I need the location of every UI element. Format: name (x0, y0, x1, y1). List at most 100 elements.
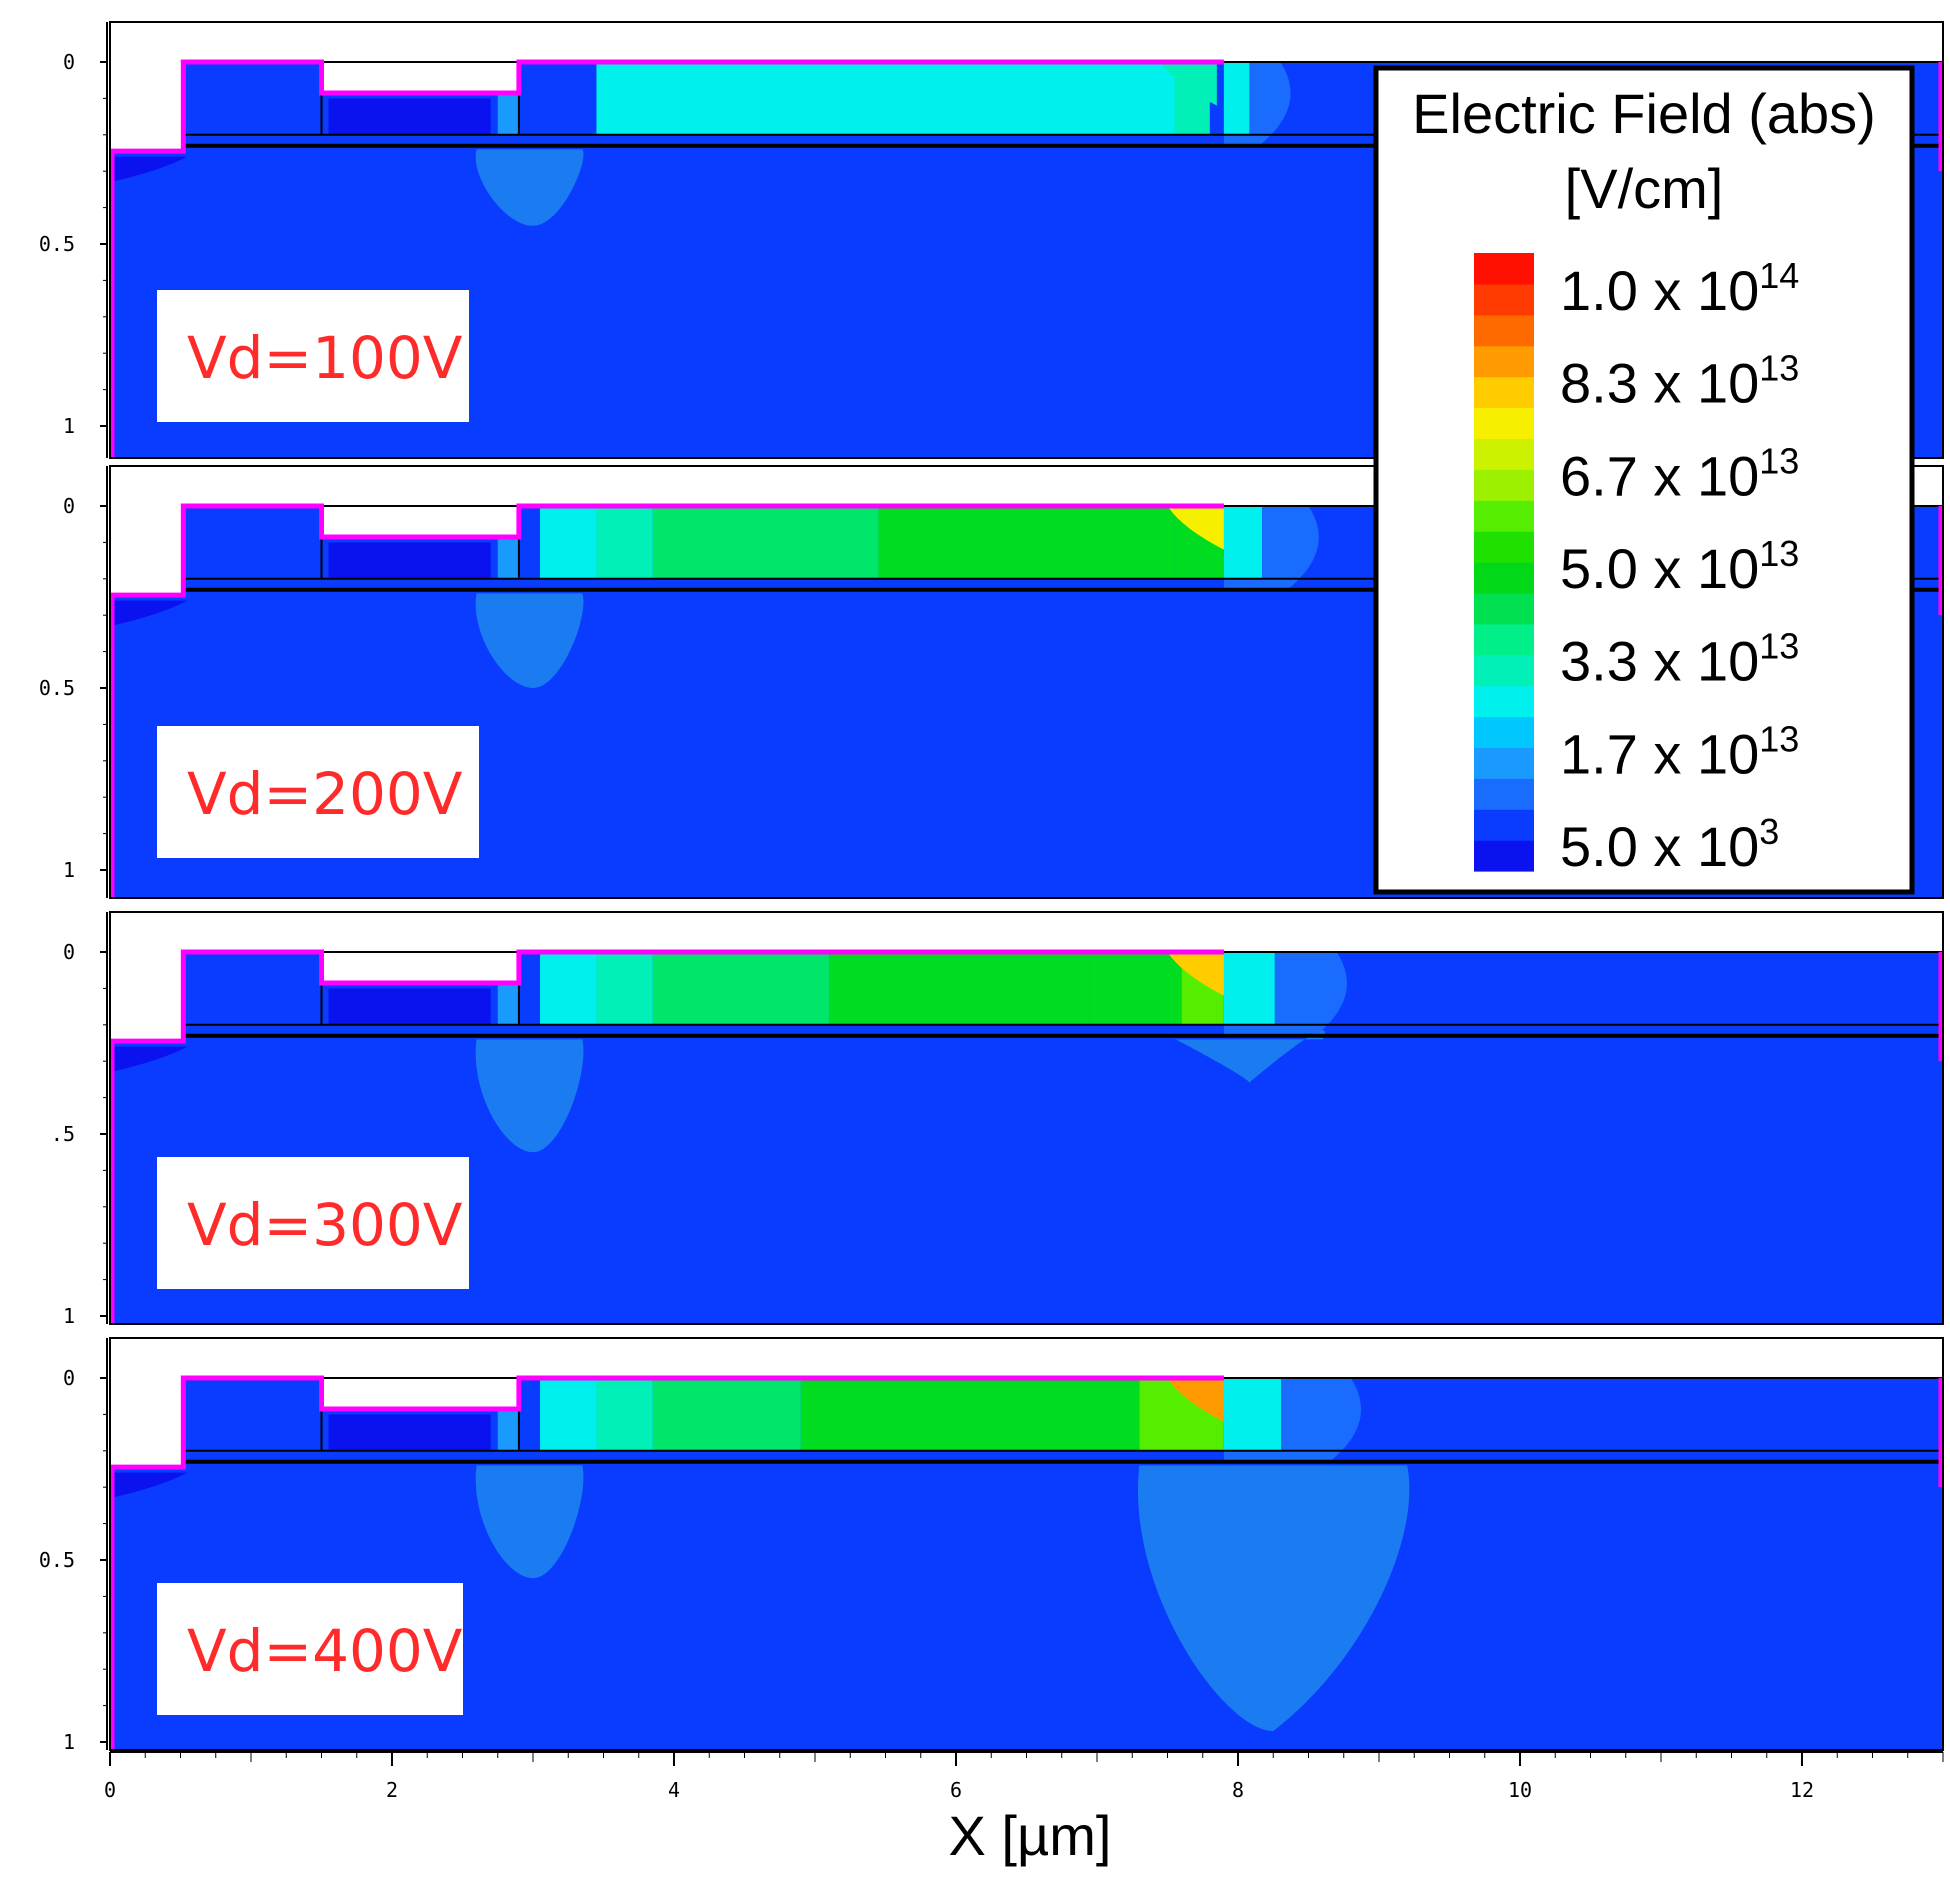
device-outline (109, 1375, 1224, 1750)
field-band (596, 62, 1175, 135)
colorbar-label: 8.3 x 1013 (1560, 348, 1799, 415)
gate-edge-band (497, 92, 519, 135)
corner-dark-region (110, 156, 188, 183)
y-tick-label: 0 (63, 940, 75, 964)
recess-dark-region (328, 1414, 491, 1451)
vd-label-box (157, 1583, 463, 1715)
field-band (1089, 952, 1182, 1025)
drift-tail-inner (1223, 506, 1262, 579)
device-outline (109, 59, 1224, 458)
field-band (596, 1378, 653, 1451)
panel-4: 0 0.5 1 Vd=400V (39, 1337, 1944, 1754)
vd-label: Vd=400V (187, 1617, 463, 1685)
colorbar-segment (1474, 716, 1534, 748)
drift-tail-inner (1223, 62, 1250, 135)
vd-label: Vd=300V (187, 1191, 463, 1259)
colorbar-label: 5.0 x 103 (1560, 811, 1779, 878)
y-tick-label: 0.5 (39, 1548, 75, 1572)
recess-dark-region (328, 542, 491, 579)
panel-3: 0 .5 1 Vd=300V (51, 911, 1944, 1328)
x-tick-label: 10 (1508, 1778, 1532, 1802)
y-tick-label: .5 (51, 1122, 75, 1146)
field-band (1026, 1378, 1140, 1451)
colorbar-segment (1474, 747, 1534, 779)
y-tick-label: 1 (63, 1304, 75, 1328)
colorbar-segment (1474, 809, 1534, 841)
air-region (110, 22, 1943, 152)
colorbar-label-exponent: 3 (1759, 811, 1779, 852)
gate-edge-band (497, 982, 519, 1025)
left-field-plume (475, 1465, 584, 1579)
corner-dark-region (110, 600, 188, 627)
colorbar-segment (1474, 778, 1534, 810)
field-hot-spot (1167, 506, 1224, 550)
field-hot-spot (1160, 62, 1217, 106)
x-tick-label: 2 (386, 1778, 398, 1802)
field-band (878, 506, 1175, 579)
x-tick-label: 6 (950, 1778, 962, 1802)
gate-edge-band (497, 1408, 519, 1451)
x-tick-label: 8 (1232, 1778, 1244, 1802)
legend: Electric Field (abs)[V/cm]1.0 x 10148.3 … (1373, 65, 1915, 895)
legend-title: Electric Field (abs) (1412, 82, 1876, 145)
colorbar-label-exponent: 13 (1759, 626, 1799, 667)
colorbar-segment (1474, 840, 1534, 872)
field-band (540, 506, 597, 579)
field-band (540, 1378, 597, 1451)
colorbar-segment (1474, 345, 1534, 378)
field-band (652, 952, 830, 1025)
y-tick-label: 0 (63, 494, 75, 518)
left-field-plume (475, 149, 584, 226)
colorbar-segment (1474, 376, 1534, 409)
field-hot-spot (1167, 952, 1224, 996)
field-band (652, 1378, 801, 1451)
air-region (110, 912, 1943, 1042)
colorbar-segment (1474, 438, 1534, 470)
colorbar-segment (1474, 500, 1534, 532)
colorbar-segment (1474, 654, 1534, 687)
colorbar-segment (1474, 562, 1534, 594)
field-band (800, 1378, 1027, 1451)
panel-frame (109, 465, 1944, 899)
drift-tail-inner (1223, 952, 1275, 1025)
y-tick-label: 0.5 (39, 232, 75, 256)
field-band (829, 952, 1090, 1025)
vd-label-box (157, 1157, 469, 1289)
x-tick-label: 4 (668, 1778, 680, 1802)
panel-frame (109, 1337, 1944, 1751)
x-axis-label: X [µm] (949, 1804, 1112, 1867)
colorbar-segment (1474, 253, 1534, 285)
y-tick-label: 1 (63, 1730, 75, 1754)
y-tick-label: 0 (63, 50, 75, 74)
device-outline (109, 503, 1224, 898)
field-band (652, 506, 879, 579)
device-outline (109, 949, 1224, 1324)
left-field-plume (475, 1039, 584, 1153)
colorbar-segment (1474, 531, 1534, 563)
colorbar-label: 6.7 x 1013 (1560, 440, 1799, 507)
vd-label-box (157, 726, 479, 858)
vd-label-box (157, 290, 469, 422)
corner-dark-region (110, 1046, 188, 1073)
colorbar-label-exponent: 13 (1759, 348, 1799, 389)
field-band (596, 952, 653, 1025)
colorbar-segment (1474, 623, 1534, 656)
y-tick-label: 0.5 (39, 676, 75, 700)
legend-frame (1373, 65, 1915, 895)
colorbar-segment (1474, 685, 1534, 718)
air-region (110, 1338, 1943, 1468)
colorbar-segment (1474, 469, 1534, 501)
field-band (596, 506, 653, 579)
legend-unit: [V/cm] (1565, 157, 1724, 220)
colorbar-label-exponent: 14 (1759, 255, 1799, 296)
x-tick-label: 12 (1790, 1778, 1814, 1802)
colorbar-segment (1474, 407, 1534, 439)
panel-frame (109, 911, 1944, 1325)
left-field-plume (475, 593, 584, 688)
corner-dark-region (110, 1472, 188, 1499)
field-hot-spot (1167, 1378, 1224, 1422)
field-band (540, 952, 597, 1025)
colorbar-segment (1474, 283, 1534, 316)
vd-label: Vd=100V (187, 324, 463, 392)
